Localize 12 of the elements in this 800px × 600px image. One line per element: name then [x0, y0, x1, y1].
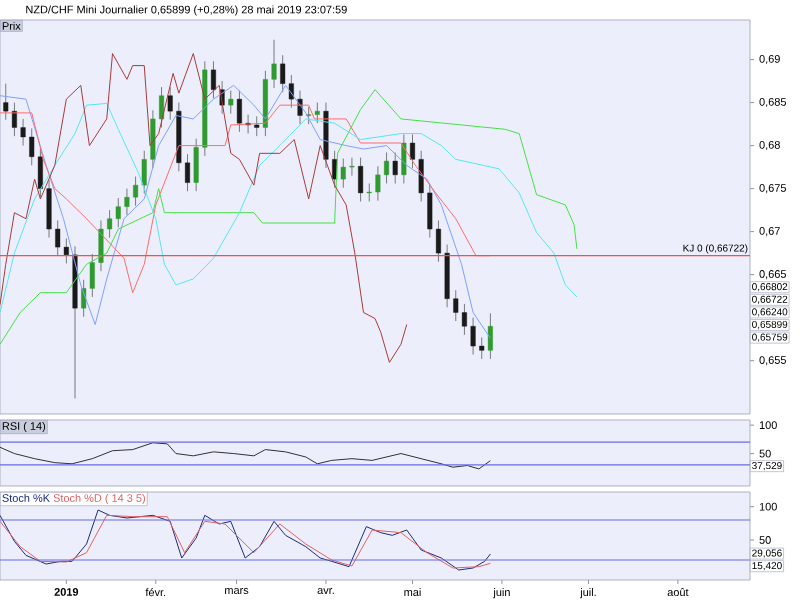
line-series — [0, 89, 578, 345]
candlestick — [3, 83, 9, 121]
line-series — [0, 442, 491, 470]
line-series — [0, 102, 578, 313]
candlestick — [210, 60, 216, 99]
candlestick — [487, 312, 493, 360]
line-series — [0, 53, 408, 363]
candlestick — [358, 157, 364, 202]
candlestick — [280, 54, 286, 93]
candlestick — [314, 102, 320, 124]
candlestick — [228, 90, 234, 115]
candlestick — [392, 152, 398, 184]
